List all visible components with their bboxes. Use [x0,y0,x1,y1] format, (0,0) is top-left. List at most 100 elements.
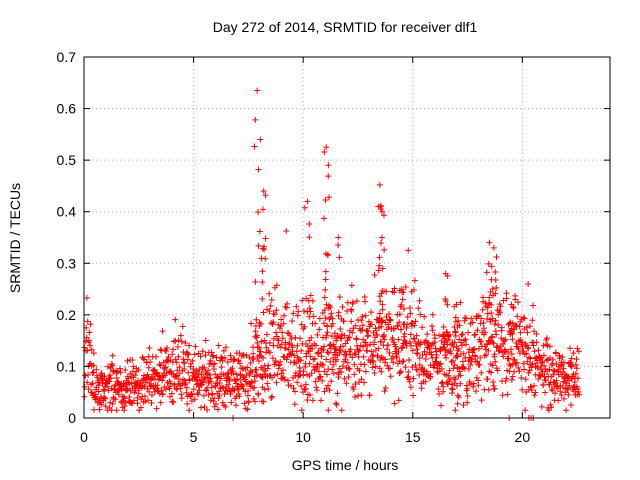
data-point [428,351,435,358]
data-point [372,363,379,370]
data-point [528,364,535,371]
data-point [549,356,556,363]
data-point [451,380,458,387]
data-point [89,369,96,376]
data-point [516,323,523,330]
data-point [205,367,212,374]
data-point [321,307,328,314]
data-point [162,364,169,371]
data-point [298,347,305,354]
data-point [463,382,470,389]
data-point [560,359,567,366]
data-point [95,382,102,389]
data-point [323,144,330,151]
data-point [539,358,546,365]
data-point [359,322,366,329]
data-point [330,361,337,368]
data-point [344,299,351,306]
data-point [368,321,375,328]
data-point [440,388,447,395]
data-point [515,299,522,306]
data-point [401,330,408,337]
data-point [519,343,526,350]
data-point [503,290,510,297]
data-point [411,335,418,342]
data-point [400,305,407,312]
data-point [382,385,389,392]
data-point [273,282,280,289]
data-point [530,342,537,349]
data-point [364,333,371,340]
data-point [263,331,270,338]
data-point [328,310,335,317]
data-point [500,297,507,304]
data-point [351,350,358,357]
data-point [339,363,346,370]
data-point [187,363,194,370]
data-point [381,388,388,395]
data-point [574,345,581,352]
data-point [329,366,336,373]
data-point [523,350,530,357]
data-point [387,365,394,372]
data-point [200,392,207,399]
data-point [404,314,411,321]
data-point [321,294,328,301]
data-point [515,364,522,371]
data-point [297,335,304,342]
data-point [368,309,375,316]
data-point [306,392,313,399]
data-point [433,352,440,359]
data-point [531,382,538,389]
data-point [235,357,242,364]
data-point [444,341,451,348]
data-point [102,403,109,410]
data-point [387,373,394,380]
data-point [202,352,209,359]
data-point [327,304,334,311]
data-point [258,338,265,345]
data-point [312,378,319,385]
data-point [147,359,154,366]
data-point [446,367,453,374]
data-point [450,357,457,364]
data-point [383,313,390,320]
data-point [553,377,560,384]
data-point [167,380,174,387]
data-point [249,344,256,351]
data-point [512,321,519,328]
data-point [464,385,471,392]
data-point [197,353,204,360]
data-point [146,344,153,351]
data-point [91,406,98,413]
data-point [499,392,506,399]
data-point [193,367,200,374]
data-point [487,288,494,295]
data-point [86,329,93,336]
data-point [211,403,218,410]
data-point [572,361,579,368]
data-point [365,332,372,339]
data-point [279,375,286,382]
data-point [459,331,466,338]
data-point [399,358,406,365]
data-point [422,378,429,385]
data-point [489,362,496,369]
data-point [141,356,148,363]
data-point [400,333,407,340]
data-point [447,375,454,382]
data-point [316,374,323,381]
data-point [509,320,516,327]
data-point [273,329,280,336]
data-point [345,334,352,341]
data-point [338,369,345,376]
data-point [336,294,343,301]
data-point [452,376,459,383]
data-point [442,296,449,303]
data-point [502,377,509,384]
data-point [207,397,214,404]
data-point [469,319,476,326]
data-point [378,318,385,325]
data-point [421,313,428,320]
data-point [533,330,540,337]
